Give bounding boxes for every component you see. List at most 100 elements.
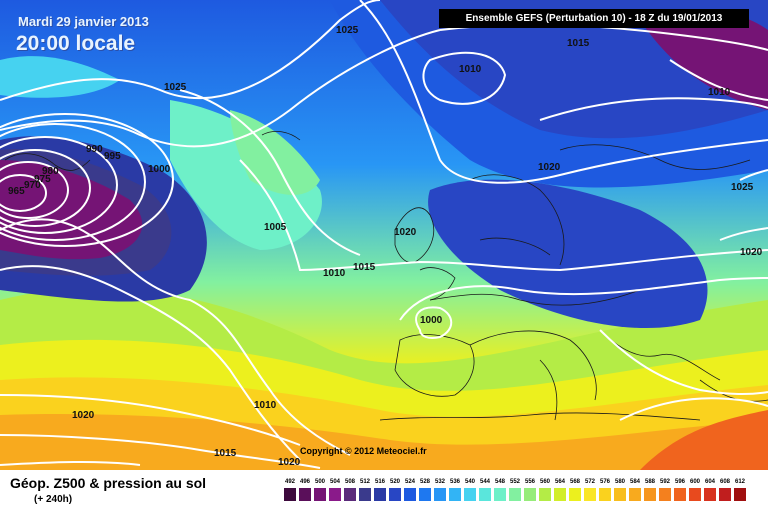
scale-tick-label: 496: [299, 479, 310, 485]
scale-swatch: [419, 488, 431, 501]
isobar-label: 970: [24, 180, 41, 191]
scale-swatch: [704, 488, 716, 501]
scale-swatch: [509, 488, 521, 501]
scale-swatch: [599, 488, 611, 501]
scale-swatch: [329, 488, 341, 501]
copyright-notice: Copyright © 2012 Meteociel.fr: [300, 446, 427, 456]
isobar-label: 1010: [459, 64, 482, 75]
scale-swatch: [449, 488, 461, 501]
scale-tick-label: 544: [479, 479, 490, 485]
scale-swatch: [299, 488, 311, 501]
isobar-label: 1015: [353, 262, 376, 273]
scale-tick-label: 520: [389, 479, 400, 485]
scale-tick-label: 588: [644, 479, 655, 485]
scale-tick-label: 512: [359, 479, 370, 485]
scale-swatch: [719, 488, 731, 501]
isobar-label: 1020: [538, 162, 561, 173]
scale-swatch: [479, 488, 491, 501]
scale-swatch: [584, 488, 596, 501]
scale-swatch: [494, 488, 506, 501]
forecast-time: 20:00 locale: [16, 32, 136, 55]
scale-tick-label: 584: [629, 479, 640, 485]
scale-tick-label: 568: [569, 479, 580, 485]
scale-swatch: [464, 488, 476, 501]
scale-tick-label: 500: [314, 479, 325, 485]
scale-tick-label: 540: [464, 479, 475, 485]
coastlines: [4, 130, 768, 421]
scale-tick-label: 572: [584, 479, 595, 485]
isobar-label: 1010: [708, 87, 731, 98]
map-canvas: 1025 1015 1010 1010 1025 1020 1025 1020 …: [0, 0, 768, 470]
scale-swatch: [359, 488, 371, 501]
scale-swatch: [674, 488, 686, 501]
scale-swatch: [689, 488, 701, 501]
scale-tick-label: 576: [599, 479, 610, 485]
isobar-label: 975: [34, 174, 51, 185]
isobar-label: 1025: [164, 82, 187, 93]
isobar-label: 1000: [148, 164, 171, 175]
isobar-label: 1020: [72, 410, 95, 421]
scale-swatch: [734, 488, 746, 501]
scale-tick-label: 596: [674, 479, 685, 485]
isobar-label: 1025: [731, 182, 754, 193]
scale-tick-label: 580: [614, 479, 625, 485]
scale-tick-label: 552: [509, 479, 520, 485]
scale-tick-label: 536: [449, 479, 460, 485]
scale-tick-label: 516: [374, 479, 385, 485]
scale-tick-label: 492: [284, 479, 295, 485]
isobar-label: 1010: [323, 268, 346, 279]
scale-tick-label: 564: [554, 479, 565, 485]
legend-subtitle: (+ 240h): [34, 494, 73, 505]
scale-tick-label: 532: [434, 479, 445, 485]
scale-tick-label: 508: [344, 479, 355, 485]
isobar-label: 980: [42, 166, 59, 177]
scale-tick-label: 504: [329, 479, 340, 485]
scale-swatch: [629, 488, 641, 501]
scale-swatch: [539, 488, 551, 501]
isobar-label: 1005: [264, 222, 287, 233]
run-info-banner: Ensemble GEFS (Perturbation 10) - 18 Z d…: [439, 9, 749, 28]
scale-swatch: [344, 488, 356, 501]
scale-tick-label: 604: [704, 479, 715, 485]
isobar-labels: 1025 1015 1010 1010 1025 1020 1025 1020 …: [8, 25, 763, 468]
isobar-label: 1020: [278, 457, 301, 468]
scale-swatch: [554, 488, 566, 501]
isobar-label: 990: [86, 144, 103, 155]
legend-bar: Géop. Z500 & pression au sol (+ 240h) 49…: [0, 470, 768, 512]
scale-tick-label: 600: [689, 479, 700, 485]
scale-tick-label: 612: [734, 479, 745, 485]
scale-swatch: [524, 488, 536, 501]
forecast-date: Mardi 29 janvier 2013: [18, 14, 149, 29]
isobar-label: 1015: [567, 38, 590, 49]
scale-tick-label: 548: [494, 479, 505, 485]
scale-tick-label: 592: [659, 479, 670, 485]
geopotential-field: [0, 0, 768, 470]
scale-swatch: [614, 488, 626, 501]
isobar-label: 1025: [336, 25, 359, 36]
isobar-label: 965: [8, 186, 25, 197]
scale-swatch: [434, 488, 446, 501]
scale-swatch: [569, 488, 581, 501]
isobars: [0, 0, 768, 468]
isobar-label: 1020: [394, 227, 417, 238]
scale-tick-label: 560: [539, 479, 550, 485]
low-pressure-rings: [0, 113, 174, 247]
scale-swatch: [404, 488, 416, 501]
scale-swatch: [389, 488, 401, 501]
isobar-label: 1010: [254, 400, 277, 411]
isobar-label: 995: [104, 151, 121, 162]
legend-title: Géop. Z500 & pression au sol: [10, 475, 207, 491]
scale-swatch: [659, 488, 671, 501]
scale-swatch: [644, 488, 656, 501]
scale-swatch: [284, 488, 296, 501]
scale-swatch: [314, 488, 326, 501]
scale-tick-label: 524: [404, 479, 415, 485]
scale-swatch: [374, 488, 386, 501]
scale-tick-label: 556: [524, 479, 535, 485]
scale-tick-label: 608: [719, 479, 730, 485]
scale-tick-label: 528: [419, 479, 430, 485]
isobar-label: 1000: [420, 315, 443, 326]
isobar-label: 1015: [214, 448, 237, 459]
isobar-label: 1020: [740, 247, 763, 258]
